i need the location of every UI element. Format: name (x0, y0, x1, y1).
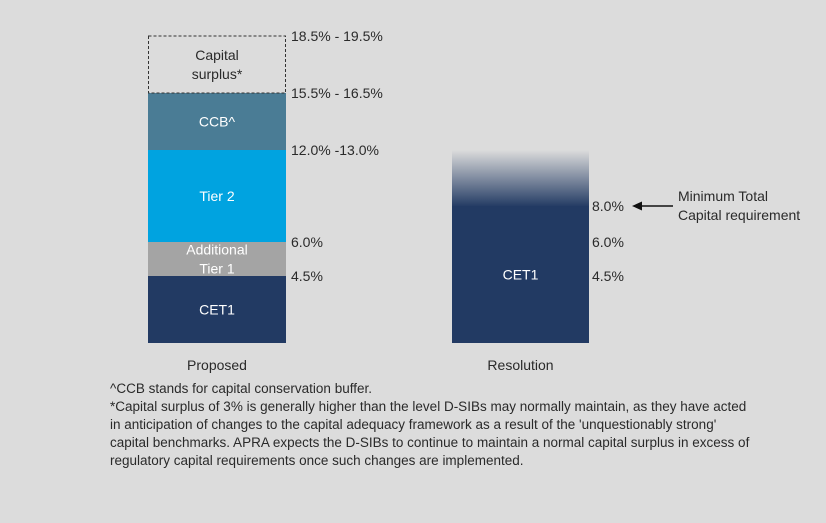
proposed-segment-label-additional-tier-1: Additional (186, 242, 248, 258)
proposed-segment-label-tier-2: Tier 2 (199, 188, 234, 204)
capital-stack-chart: CET1 Additional Tier 1 Tier 2 CCB^ Capital sur… (148, 28, 800, 373)
category-label-resolution: Resolution (487, 357, 553, 373)
proposed-level-label: 12.0% -13.0% (291, 142, 379, 158)
proposed-level-label: 6.0% (291, 234, 323, 250)
proposed-segment-label-capital-surplus: surplus* (192, 66, 243, 82)
proposed-segment-label-additional-tier-1: Tier 1 (199, 261, 234, 277)
resolution-segment-label-cet1: CET1 (503, 267, 539, 283)
resolution-bar-cet1 (452, 206, 589, 343)
resolution-level-label: 4.5% (592, 268, 624, 284)
minimum-requirement-annotation: Minimum Total (678, 188, 768, 204)
minimum-requirement-annotation: Capital requirement (678, 207, 800, 223)
footnote-capital-surplus: *Capital surplus of 3% is generally high… (110, 399, 750, 468)
footnotes: ^CCB stands for capital conservation buf… (110, 380, 750, 470)
resolution-level-label: 8.0% (592, 198, 624, 214)
proposed-bar-cet1 (148, 276, 286, 343)
resolution-level-label: 6.0% (592, 234, 624, 250)
footnote-ccb: ^CCB stands for capital conservation buf… (110, 381, 372, 396)
proposed-bar-ccb (148, 93, 286, 150)
proposed-segment-label-capital-surplus: Capital (195, 47, 239, 63)
proposed-segment-label-ccb: CCB^ (199, 114, 236, 130)
proposed-bar-additional-tier-1 (148, 242, 286, 276)
category-label-proposed: Proposed (187, 357, 247, 373)
proposed-bar-tier-2 (148, 150, 286, 242)
proposed-level-label: 15.5% - 16.5% (291, 85, 383, 101)
proposed-segment-label-cet1: CET1 (199, 302, 235, 318)
proposed-level-label: 18.5% - 19.5% (291, 28, 383, 44)
resolution-bar-fade (452, 150, 589, 207)
minimum-requirement-arrowhead (632, 201, 642, 211)
proposed-level-label: 4.5% (291, 268, 323, 284)
proposed-bar-capital-surplus (148, 35, 286, 94)
